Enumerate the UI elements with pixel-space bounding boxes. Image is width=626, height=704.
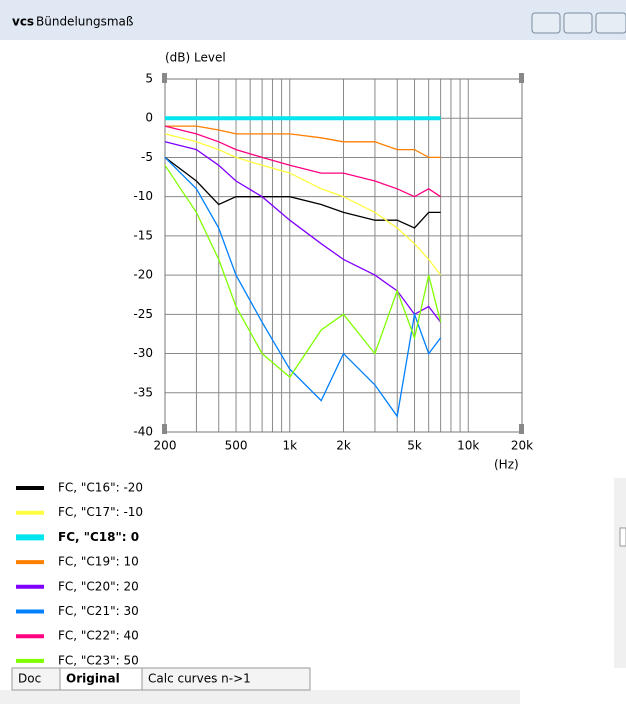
x-tick-label: 5k	[407, 439, 422, 453]
tab-label[interactable]: Calc curves n->1	[148, 672, 251, 686]
title-bar	[0, 0, 626, 40]
y-tick-label: -35	[133, 385, 153, 399]
legend-entry[interactable]: FC, "C22": 40	[58, 629, 139, 643]
y-tick-label: -25	[133, 307, 153, 321]
y-tick-label: -30	[133, 346, 153, 360]
curve	[164, 133, 442, 276]
x-tick-label: 200	[154, 439, 177, 453]
x-tick-label: 10k	[457, 439, 479, 453]
window-title: Bündelungsmaß	[36, 15, 134, 29]
corner-handle	[162, 424, 167, 434]
curve	[165, 125, 441, 159]
plot-frame	[164, 78, 523, 433]
tab[interactable]	[141, 667, 311, 691]
legend-entry[interactable]: FC, "C23": 50	[58, 653, 139, 667]
x-tick-label: 20k	[511, 439, 533, 453]
scroll-thumb[interactable]	[619, 527, 626, 547]
legend-entry[interactable]: FC, "C21": 30	[58, 604, 139, 618]
tab-label[interactable]: Doc	[18, 672, 41, 686]
y-axis-label: (dB) Level	[165, 51, 226, 65]
minimize-button[interactable]	[531, 12, 561, 34]
curve	[164, 156, 442, 418]
curve	[164, 156, 441, 229]
y-tick-label: -15	[133, 228, 153, 242]
legend-entry[interactable]: FC, "C18": 0	[58, 530, 139, 544]
y-tick-label: -10	[133, 189, 153, 203]
legend-entry[interactable]: FC, "C20": 20	[58, 579, 139, 593]
status-bar	[0, 690, 520, 704]
curve	[164, 125, 441, 198]
close-button[interactable]	[595, 12, 626, 34]
y-tick-label: -40	[133, 425, 153, 439]
app-icon: vcs	[12, 15, 34, 29]
y-tick-label: 5	[145, 72, 153, 86]
legend-entry[interactable]: FC, "C19": 10	[58, 555, 139, 569]
corner-handle	[162, 73, 167, 83]
corner-handle	[519, 73, 524, 83]
x-axis-label: (Hz)	[494, 458, 519, 472]
scrollbar[interactable]	[614, 478, 626, 668]
x-tick-label: 2k	[336, 439, 351, 453]
y-tick-label: -20	[133, 268, 153, 282]
corner-handle	[519, 424, 524, 434]
x-tick-label: 1k	[282, 439, 297, 453]
y-tick-label: 0	[145, 111, 153, 125]
legend-entry[interactable]: FC, "C16": -20	[58, 481, 143, 495]
legend-entry[interactable]: FC, "C17": -10	[58, 505, 143, 519]
x-tick-label: 500	[225, 439, 248, 453]
curve	[164, 164, 442, 379]
maximize-button[interactable]	[563, 12, 593, 34]
y-tick-label: -5	[141, 150, 153, 164]
tab-label[interactable]: Original	[66, 672, 120, 686]
